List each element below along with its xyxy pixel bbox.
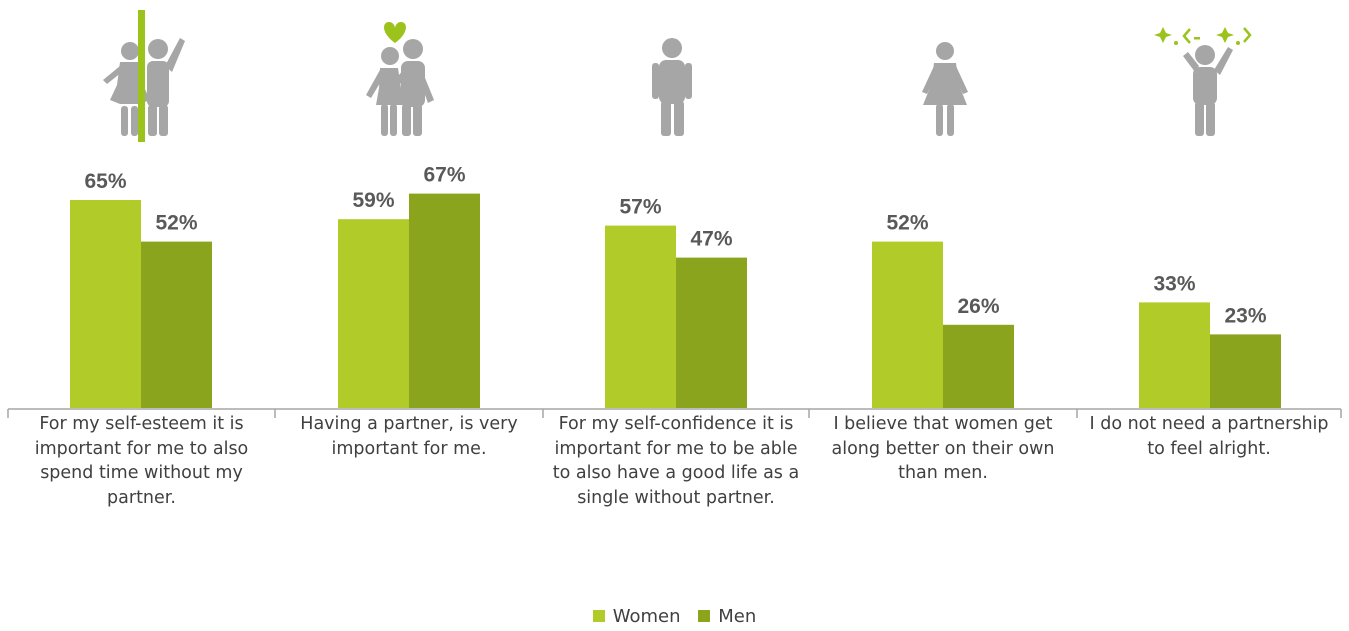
single-man-icon — [652, 38, 692, 136]
value-label-men-1: 52% — [155, 212, 197, 235]
category-label-2: Having a partner, is very important for … — [300, 414, 518, 459]
category-label-5: I do not need a partnership to feel alri… — [1089, 414, 1329, 459]
bar-men-5 — [1210, 334, 1281, 408]
bar-women-4 — [872, 241, 943, 408]
legend-swatch-men — [698, 610, 711, 622]
category-label-3: For my self-confidence it is important f… — [552, 414, 800, 508]
couple-apart-icon — [103, 10, 185, 142]
legend-swatch-women — [592, 610, 605, 622]
bar-women-5 — [1139, 302, 1210, 408]
bar-women-3 — [605, 225, 676, 408]
value-label-women-5: 33% — [1153, 272, 1195, 295]
bar-men-3 — [676, 257, 747, 408]
value-labels: 65% 52% 59% 67% 57% 47% 52% 26% 33% 23% — [84, 164, 1266, 328]
cheering-person-icon — [1154, 27, 1252, 136]
value-label-men-5: 23% — [1224, 304, 1266, 327]
bar-women-2 — [338, 219, 409, 408]
legend-item-women[interactable]: Women — [592, 606, 681, 627]
legend-label-women: Women — [612, 606, 681, 627]
bar-men-4 — [943, 324, 1014, 408]
legend[interactable]: Women Men — [0, 606, 1349, 627]
bars — [70, 193, 1281, 408]
category-label-1: For my self-esteem it is important for m… — [34, 414, 249, 508]
x-axis-ticks — [7, 409, 1342, 418]
value-label-women-4: 52% — [886, 212, 928, 235]
bar-men-1 — [141, 241, 212, 408]
legend-item-men[interactable]: Men — [698, 606, 756, 627]
value-label-men-4: 26% — [957, 295, 999, 318]
value-label-women-2: 59% — [352, 189, 394, 212]
value-label-women-3: 57% — [619, 196, 661, 219]
value-label-men-3: 47% — [690, 228, 732, 251]
couple-hug-heart-icon — [366, 22, 434, 136]
value-label-men-2: 67% — [423, 164, 465, 187]
value-label-women-1: 65% — [84, 170, 126, 193]
legend-label-men: Men — [718, 606, 757, 627]
single-woman-icon — [922, 42, 968, 136]
category-label-4: I believe that women get along better on… — [831, 414, 1055, 483]
bar-women-1 — [70, 200, 141, 408]
bar-men-2 — [409, 193, 480, 408]
